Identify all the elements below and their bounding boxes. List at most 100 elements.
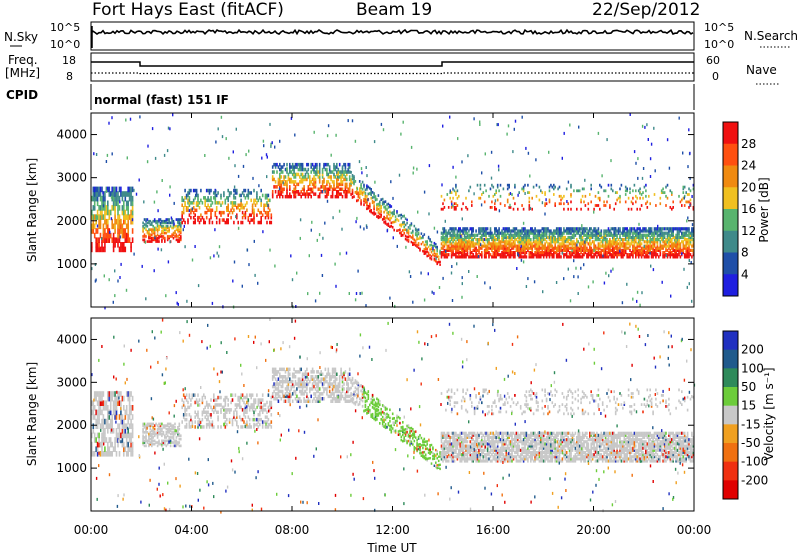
noise-cell [335, 285, 336, 288]
data-cell [603, 201, 605, 204]
data-cell [441, 236, 443, 239]
data-cell [529, 191, 531, 194]
noise-cell [528, 152, 529, 155]
data-cell [615, 202, 617, 205]
data-cell [392, 211, 394, 214]
data-cell [444, 249, 446, 252]
data-cell [368, 186, 370, 189]
data-cell [403, 221, 405, 224]
data-cell [588, 208, 590, 211]
data-cell [401, 231, 403, 234]
data-cell [503, 232, 505, 235]
data-cell [612, 227, 614, 230]
data-cell [684, 245, 686, 248]
data-cell [292, 180, 294, 184]
data-cell [507, 199, 509, 202]
data-cell [130, 419, 132, 425]
data-cell [511, 242, 513, 245]
data-cell [398, 215, 400, 218]
data-cell [235, 189, 237, 193]
data-cell [573, 240, 575, 243]
data-cell [372, 191, 374, 194]
data-cell [184, 221, 186, 225]
data-cell [200, 425, 202, 429]
data-cell [166, 232, 168, 235]
data-cell [206, 418, 208, 422]
noise-cell [641, 291, 642, 294]
data-cell [302, 188, 304, 192]
data-cell [104, 446, 106, 452]
data-cell [631, 201, 633, 204]
data-cell [350, 193, 352, 196]
data-cell [429, 244, 431, 246]
data-cell [243, 408, 245, 412]
data-cell [279, 163, 281, 167]
data-cell [335, 165, 337, 169]
data-cell [282, 390, 284, 394]
data-cell [289, 163, 291, 167]
data-cell [109, 437, 111, 443]
data-cell [533, 229, 535, 232]
data-cell [319, 188, 321, 192]
noise-cell [213, 254, 214, 257]
data-cell [132, 237, 134, 243]
data-cell [194, 411, 196, 415]
data-cell [142, 423, 144, 426]
data-cell [109, 391, 111, 397]
noise-cell [573, 259, 574, 262]
noise-cell [311, 221, 312, 224]
data-cell [249, 423, 251, 427]
data-cell [303, 168, 305, 172]
data-cell [103, 451, 105, 457]
data-cell [248, 189, 250, 193]
data-cell [171, 233, 173, 236]
noise-cell [669, 167, 670, 170]
data-cell [197, 216, 199, 220]
noise-cell [670, 295, 671, 298]
data-cell [599, 232, 601, 235]
data-cell [641, 242, 643, 245]
data-cell [150, 431, 152, 434]
data-cell [635, 201, 637, 204]
data-cell [435, 253, 437, 255]
data-cell [194, 209, 196, 213]
data-cell [125, 191, 127, 197]
noise-cell [534, 280, 535, 283]
data-cell [271, 413, 273, 417]
data-cell [485, 227, 487, 230]
data-cell [494, 236, 496, 239]
data-cell [203, 196, 205, 200]
data-cell [335, 175, 337, 179]
data-cell [258, 413, 260, 417]
data-cell [338, 168, 340, 172]
data-cell [339, 188, 341, 192]
data-cell [125, 210, 127, 216]
data-cell [132, 187, 134, 193]
data-cell [260, 418, 262, 422]
data-cell [599, 208, 601, 211]
data-cell [197, 420, 199, 424]
noise-cell [508, 124, 509, 127]
data-cell [526, 251, 528, 254]
data-cell [111, 205, 113, 211]
data-cell [242, 418, 244, 422]
data-cell [342, 180, 344, 184]
data-cell [360, 199, 362, 202]
data-cell [484, 227, 486, 230]
data-cell [391, 222, 393, 225]
noise-cell [93, 152, 94, 155]
freq-panel-frame [91, 53, 694, 81]
data-cell [649, 236, 651, 239]
nsky-trace [91, 26, 693, 48]
data-cell [671, 208, 673, 211]
data-cell [490, 188, 492, 191]
data-cell [237, 403, 239, 407]
data-cell [210, 196, 212, 200]
data-cell [514, 184, 516, 187]
data-cell [378, 215, 380, 218]
data-cell [470, 234, 472, 237]
data-cell [240, 194, 242, 198]
data-cell [145, 218, 147, 221]
noise-cell [269, 123, 270, 126]
data-cell [507, 240, 509, 243]
